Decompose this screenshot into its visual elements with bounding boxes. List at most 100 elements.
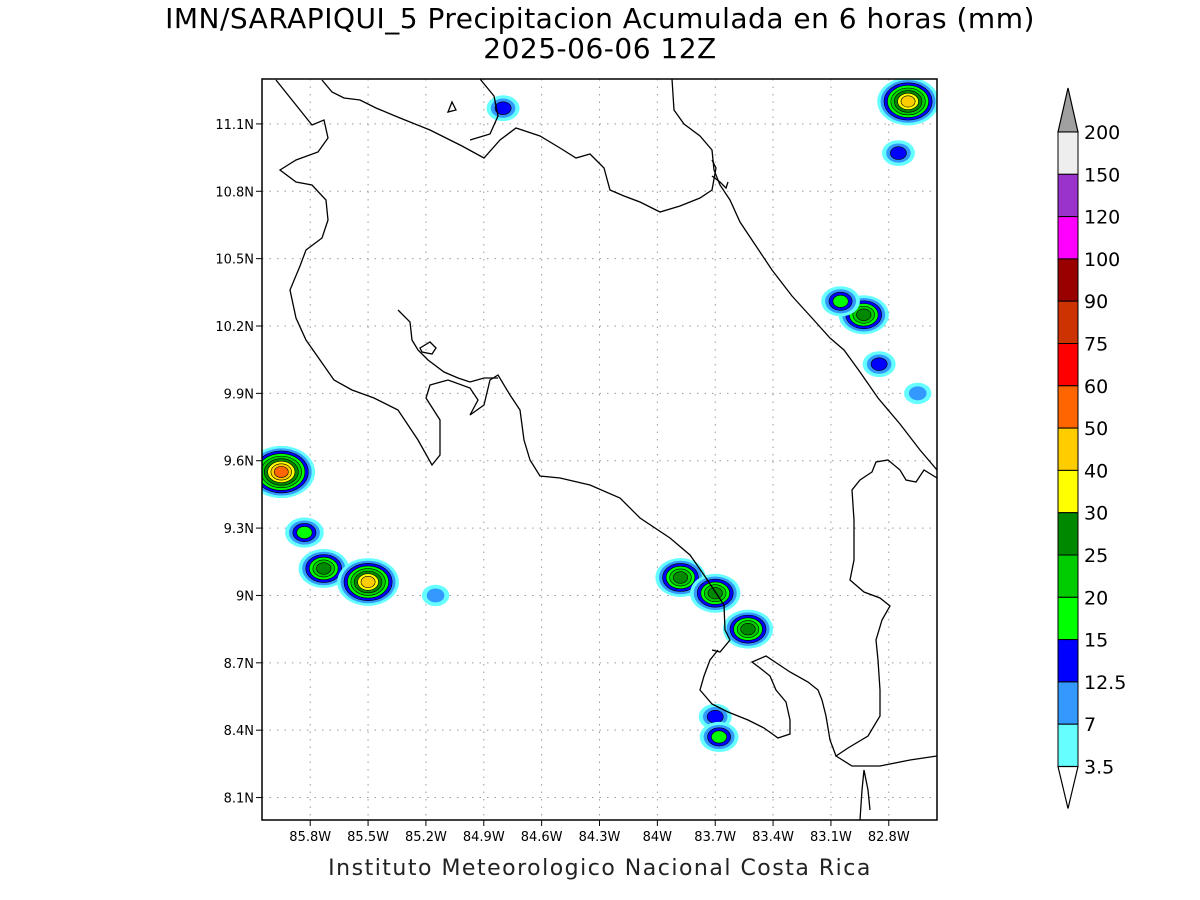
coastline-south-pacific — [821, 459, 937, 757]
precip-contour — [296, 526, 313, 539]
colorbar-segment — [1057, 300, 1079, 345]
colorbar-legend: 3.5 7 12.5 15 20 25 30 40 50 60 75 90 100 120 150 200 — [1057, 87, 1126, 809]
precip-contour — [360, 576, 376, 588]
lon-tick-label: 84.6W — [521, 830, 563, 845]
colorbar-under-arrow — [1057, 765, 1079, 809]
colorbar-segment — [1057, 469, 1079, 514]
island-chira — [419, 341, 437, 355]
precip-cell — [690, 573, 741, 613]
colorbar-label: 150 — [1084, 164, 1120, 186]
precip-cell — [298, 549, 349, 589]
plot-area — [262, 79, 937, 820]
colorbar-segment — [1057, 639, 1079, 683]
colorbar-segment — [1057, 385, 1079, 429]
precip-cell — [821, 286, 860, 317]
lat-tick-label: 10.8N — [215, 185, 254, 200]
coastline-nicoya-gulf — [397, 309, 498, 383]
precip-cell — [655, 557, 706, 597]
colorbar-label: 90 — [1084, 291, 1108, 313]
coastline-burica — [835, 755, 937, 767]
precip-cell — [904, 382, 932, 405]
map-title: IMN/SARAPIQUI_5 Precipitacion Acumulada … — [165, 2, 1035, 35]
precip-contour — [832, 294, 849, 308]
colorbar-label: 7 — [1084, 714, 1096, 736]
border-nicaragua-costa-rica — [321, 79, 717, 213]
precip-contour — [711, 730, 728, 744]
latitude-axis: 11.1N 10.8N 10.5N 10.2N 9.9N 9.6N 9.3N 9N 8.7N 8.… — [215, 118, 262, 807]
lat-tick-label: 10.2N — [215, 320, 254, 335]
precip-contour — [870, 357, 888, 371]
colorbar-segment — [1057, 173, 1079, 218]
precip-contour — [426, 588, 445, 603]
colorbar-segment — [1057, 427, 1079, 471]
lat-tick-label: 9.9N — [224, 387, 254, 402]
precip-contour — [273, 466, 289, 478]
colorbar-label: 20 — [1084, 587, 1108, 609]
lat-tick-label: 9.6N — [224, 455, 254, 470]
lon-tick-label: 84.9W — [463, 830, 505, 845]
precip-cell — [337, 558, 399, 606]
coastline-caribbean-inlet — [711, 175, 729, 190]
precip-cell — [262, 445, 315, 499]
colorbar-segment — [1057, 131, 1079, 175]
lon-tick-label: 84W — [643, 830, 673, 845]
colorbar-label: 30 — [1084, 503, 1108, 525]
precip-cell — [838, 295, 889, 335]
lat-tick-label: 11.1N — [215, 118, 254, 133]
precipitation-field — [262, 79, 937, 753]
lon-tick-label: 85.2W — [405, 830, 447, 845]
colorbar-label: 60 — [1084, 376, 1108, 398]
colorbar-label: 15 — [1084, 630, 1108, 652]
precip-contour — [740, 623, 756, 636]
border-panama — [859, 769, 871, 820]
lon-tick-label: 83.1W — [810, 830, 852, 845]
lat-tick-label: 8.1N — [224, 792, 254, 807]
colorbar-label: 200 — [1084, 122, 1120, 144]
map-subtitle-date: 2025-06-06 12Z — [483, 32, 717, 65]
precip-cell — [285, 517, 324, 548]
colorbar-label: 120 — [1084, 207, 1120, 229]
precip-contour — [706, 710, 724, 724]
colorbar-segment — [1057, 343, 1079, 387]
precip-contour — [672, 571, 689, 584]
colorbar-label: 3.5 — [1084, 757, 1114, 779]
coastline-osa-peninsula — [699, 649, 823, 739]
colorbar-segment — [1057, 596, 1079, 641]
precip-cell — [877, 79, 937, 126]
colorbar-over-arrow — [1057, 87, 1079, 133]
lat-tick-label: 8.4N — [224, 724, 254, 739]
precip-contour — [900, 95, 916, 108]
precip-cell — [421, 584, 450, 607]
credit-footer: Instituto Meteorologico Nacional Costa R… — [328, 856, 872, 881]
lat-tick-label: 8.7N — [224, 657, 254, 672]
precip-contour — [908, 386, 927, 401]
precip-cell — [862, 351, 896, 378]
precip-cell — [881, 140, 915, 167]
lon-tick-label: 84.3W — [579, 830, 621, 845]
lon-tick-label: 85.5W — [347, 830, 389, 845]
lat-tick-label: 9.3N — [224, 522, 254, 537]
precip-cell — [486, 95, 520, 122]
colorbar-label: 50 — [1084, 418, 1108, 440]
island-lake — [446, 100, 457, 113]
coastline-north-pacific — [275, 79, 731, 653]
colorbar-segment — [1057, 512, 1079, 556]
precip-contour — [707, 587, 723, 600]
lat-tick-label: 10.5N — [215, 253, 254, 268]
precip-contour — [316, 562, 332, 575]
colorbar-label: 75 — [1084, 334, 1108, 356]
precip-contour — [856, 308, 872, 321]
coastline-caribbean — [671, 79, 937, 471]
colorbar-segment — [1057, 681, 1079, 725]
precip-contour — [890, 146, 907, 160]
colorbar-label: 25 — [1084, 545, 1108, 567]
lat-tick-label: 9N — [236, 589, 254, 604]
colorbar-segment — [1057, 554, 1079, 598]
colorbar-segment — [1057, 723, 1079, 768]
lon-tick-label: 83.7W — [694, 830, 736, 845]
lon-tick-label: 85.8W — [289, 830, 331, 845]
coastline — [275, 79, 937, 820]
colorbar-label: 100 — [1084, 249, 1120, 271]
longitude-axis: 85.8W 85.5W 85.2W 84.9W 84.6W 84.3W 84W 83.7W 83… — [289, 820, 910, 845]
